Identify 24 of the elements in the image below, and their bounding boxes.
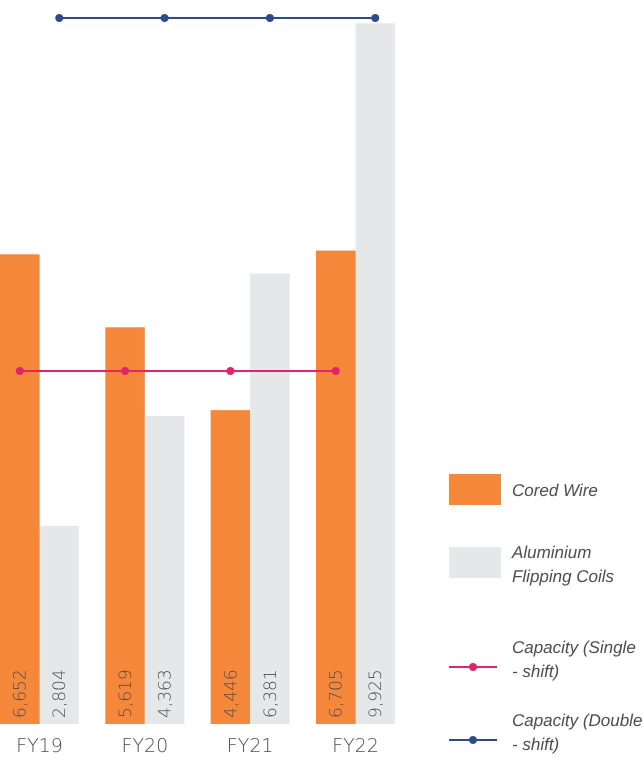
x-tick-label: FY22	[332, 735, 379, 757]
data-label: 5,619	[116, 669, 136, 718]
legend-label: Cored Wire	[512, 481, 598, 500]
bar	[40, 526, 79, 724]
x-tick-label: FY19	[16, 735, 63, 757]
bar	[316, 250, 356, 724]
bar	[144, 416, 184, 724]
bar	[105, 327, 145, 724]
data-label: 6,381	[260, 669, 281, 718]
bar	[210, 410, 250, 724]
bar	[356, 23, 395, 724]
bar	[250, 274, 290, 724]
legend-label: Capacity (Single - shift)	[512, 638, 636, 681]
legend-label: Capacity (Double - shift)	[512, 711, 642, 754]
data-label: 6,652	[10, 669, 31, 718]
data-label: 4,363	[156, 669, 176, 718]
legend-label: Aluminium Flipping Coils	[511, 543, 615, 586]
bar	[0, 254, 40, 724]
x-tick-label: FY20	[121, 735, 168, 757]
x-tick-label: FY21	[226, 735, 274, 757]
data-label: 4,446	[221, 669, 242, 718]
data-label: 6,705	[326, 669, 347, 718]
data-label: 9,925	[366, 669, 386, 718]
data-label: 2,804	[50, 669, 70, 718]
